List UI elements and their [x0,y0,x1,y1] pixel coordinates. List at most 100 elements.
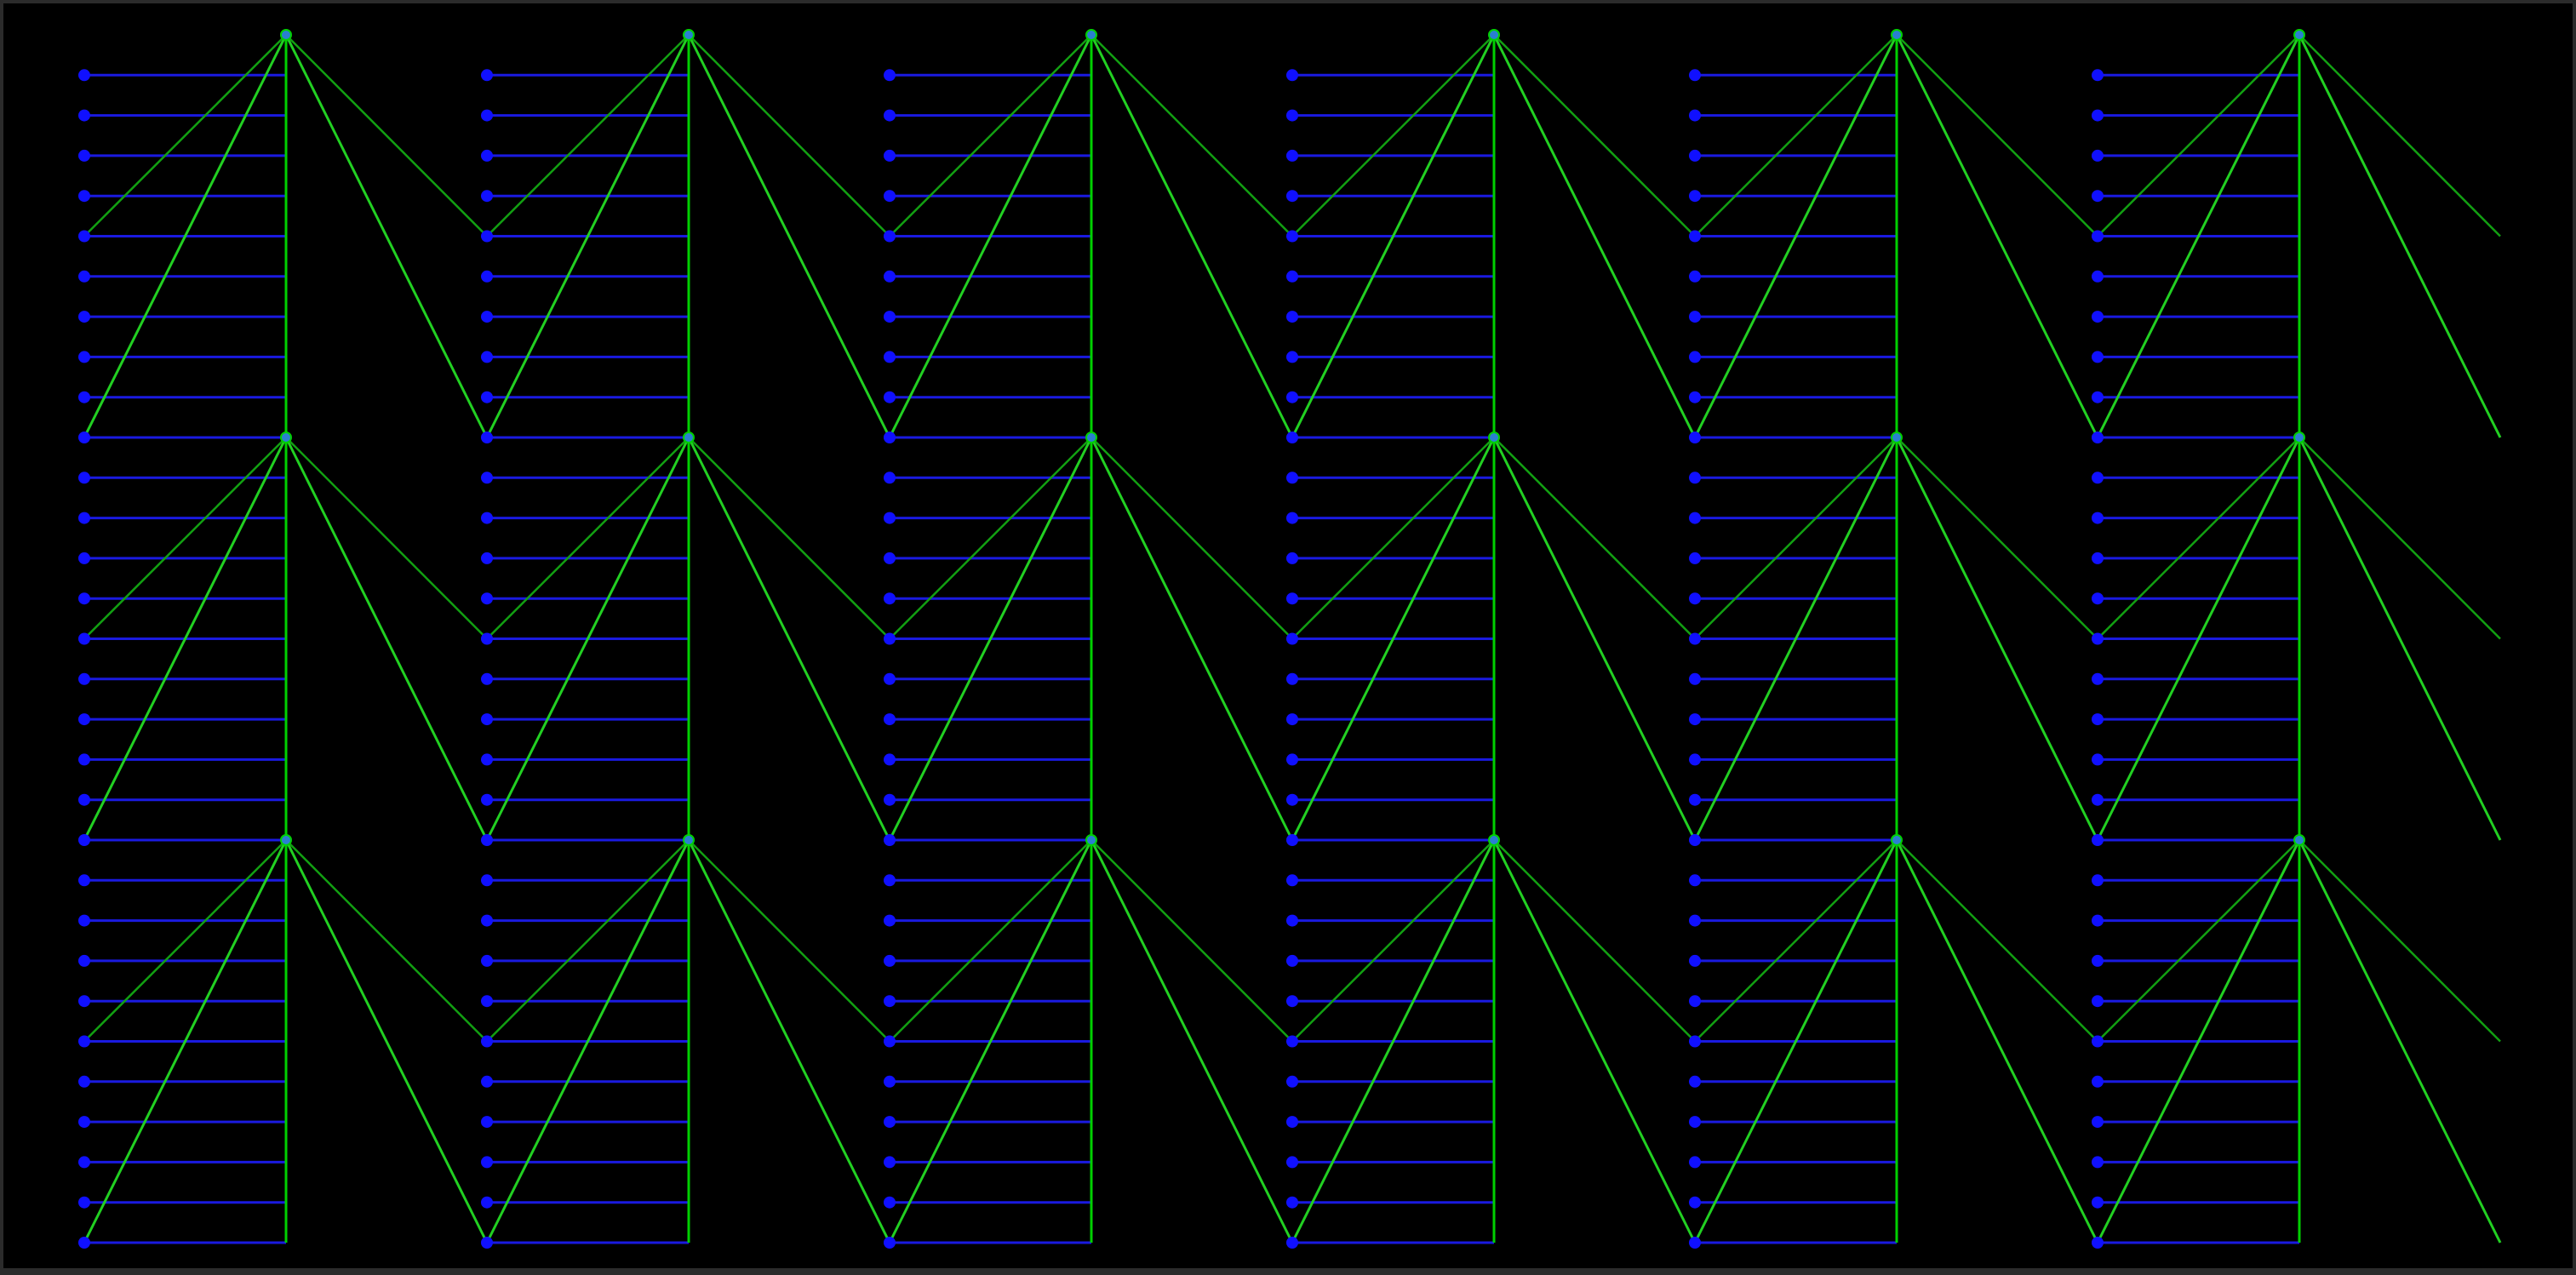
node-dot [1689,874,1701,887]
node-dot [481,834,493,846]
node-dot [884,1035,896,1048]
node-dot [2092,1196,2104,1209]
hub-node-icon [683,432,695,443]
node-dot [884,793,896,806]
node-dot [78,995,90,1008]
node-dot [78,1196,90,1209]
node-dot [481,432,493,443]
node-dot [884,472,896,484]
diagonal-link [83,839,288,1244]
node-dot [2092,592,2104,605]
node-dot [481,713,493,726]
node-dot [1286,109,1298,122]
node-dot [2092,391,2104,403]
diagonal-link [1091,839,1293,1043]
hub-node-icon [1085,432,1097,443]
diagonal-link [284,839,489,1244]
node-dot [884,311,896,323]
node-dot [884,512,896,524]
diagonal-link [2298,437,2502,841]
node-dot [884,109,896,122]
hub-nodes [280,29,2305,846]
node-dot [1689,1156,1701,1169]
node-dot [78,1075,90,1088]
node-dot [78,874,90,887]
diagonal-link [1090,839,1294,1244]
diagonal-link [1895,437,2099,841]
node-dot [884,1196,896,1209]
diagonal-link [1492,437,1697,841]
hub-node-icon [2293,432,2305,443]
node-dot [78,793,90,806]
node-dot [884,552,896,564]
node-dot [2092,512,2104,524]
diagonal-link [1896,437,2098,640]
node-dot [481,793,493,806]
diagonal-link [1694,34,1898,237]
node-dot [2092,632,2104,645]
diagonal-lines [83,34,2502,1244]
node-dot [884,995,896,1008]
node-dot [1689,190,1701,203]
hub-node-icon [280,29,292,41]
node-dot [1689,995,1701,1008]
node-dot [2092,672,2104,685]
node-dot [1689,793,1701,806]
node-dot [1689,230,1701,243]
node-dot [481,914,493,927]
diagonal-link [889,839,1092,1043]
node-dot [1689,672,1701,685]
node-dot [884,69,896,82]
node-dot [78,1035,90,1048]
node-dot [1286,1196,1298,1209]
node-dot [884,713,896,726]
node-dot [2092,552,2104,564]
node-dot [1286,69,1298,82]
node-dot [78,1156,90,1169]
diagonal-link [1896,839,2098,1043]
hub-node-icon [1891,834,1903,846]
node-dot [884,1116,896,1129]
node-dot [1286,632,1298,645]
diagonal-link [1492,34,1697,438]
diagonal-link [1693,34,1898,438]
diagonal-link [1693,437,1898,841]
node-dot [78,632,90,645]
node-dot [1286,230,1298,243]
node-dot [78,391,90,403]
node-dot [2092,311,2104,323]
node-dot [78,230,90,243]
node-dot [1689,834,1701,846]
diagonal-link [1493,839,1696,1043]
node-dot [884,1156,896,1169]
node-dot [2092,1116,2104,1129]
diagonal-link [486,839,690,1043]
diagonal-link [1291,839,1495,1043]
node-dot [1286,713,1298,726]
node-dot [1689,1237,1701,1249]
diagonal-link [83,839,287,1043]
horizontal-lines [84,73,2299,1244]
node-dot [481,311,493,323]
diagonal-link [1090,437,1294,841]
node-dot [1286,1156,1298,1169]
diagonal-link [2097,437,2300,640]
diagonal-link [2298,34,2501,237]
node-dot [78,834,90,846]
node-dot [1286,432,1298,443]
node-dot [884,753,896,766]
diagonal-link [285,34,488,237]
node-dot [1689,713,1701,726]
diagonal-link [1693,839,1898,1244]
node-dot [1286,753,1298,766]
diagonal-link [485,437,690,841]
node-dot [78,69,90,82]
node-dot [481,1116,493,1129]
node-dot [481,954,493,967]
node-dot [2092,1075,2104,1088]
diagonal-link [485,34,690,438]
node-dot [481,753,493,766]
node-dot [1689,351,1701,363]
node-dot [2092,753,2104,766]
diagonal-link [83,437,287,640]
